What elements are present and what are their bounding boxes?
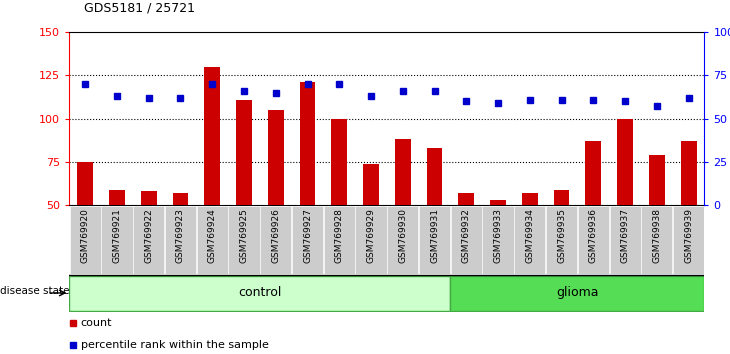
Text: GSM769939: GSM769939 [684,208,693,263]
FancyBboxPatch shape [101,206,133,274]
Text: GSM769928: GSM769928 [335,208,344,263]
Bar [426,148,442,292]
FancyBboxPatch shape [610,206,641,274]
Text: GSM769929: GSM769929 [366,208,375,263]
FancyBboxPatch shape [69,276,450,311]
Text: GSM769921: GSM769921 [112,208,121,263]
Bar [299,82,315,292]
Text: GSM769923: GSM769923 [176,208,185,263]
Text: glioma: glioma [556,286,599,299]
Text: disease state: disease state [0,286,69,296]
FancyBboxPatch shape [483,206,514,274]
Text: control: control [238,286,282,299]
Text: GSM769935: GSM769935 [557,208,566,263]
Text: GSM769934: GSM769934 [526,208,534,263]
Bar [268,110,284,292]
Text: GSM769930: GSM769930 [399,208,407,263]
FancyBboxPatch shape [323,206,355,274]
Bar [617,119,633,292]
Text: percentile rank within the sample: percentile rank within the sample [81,339,269,350]
FancyBboxPatch shape [546,206,577,274]
FancyBboxPatch shape [292,206,323,274]
Text: GSM769925: GSM769925 [239,208,248,263]
FancyBboxPatch shape [165,206,196,274]
Text: GSM769926: GSM769926 [272,208,280,263]
Text: GSM769936: GSM769936 [589,208,598,263]
FancyBboxPatch shape [450,276,704,311]
Bar [680,141,696,292]
Bar [490,200,506,292]
FancyBboxPatch shape [641,206,672,274]
Bar [458,193,474,292]
Text: GSM769932: GSM769932 [462,208,471,263]
Bar [172,193,188,292]
FancyBboxPatch shape [673,206,704,274]
Text: GDS5181 / 25721: GDS5181 / 25721 [84,1,195,14]
Bar [363,164,379,292]
Text: GSM769933: GSM769933 [493,208,502,263]
Text: GSM769937: GSM769937 [620,208,629,263]
Bar [522,193,538,292]
FancyBboxPatch shape [577,206,609,274]
FancyBboxPatch shape [387,206,418,274]
Bar [649,155,665,292]
Text: GSM769924: GSM769924 [208,208,217,263]
Text: GSM769931: GSM769931 [430,208,439,263]
FancyBboxPatch shape [419,206,450,274]
Text: GSM769920: GSM769920 [81,208,90,263]
FancyBboxPatch shape [228,206,260,274]
Bar [585,141,602,292]
FancyBboxPatch shape [356,206,387,274]
Bar [141,192,157,292]
FancyBboxPatch shape [260,206,291,274]
Bar [77,162,93,292]
FancyBboxPatch shape [196,206,228,274]
Bar [553,190,569,292]
FancyBboxPatch shape [133,206,164,274]
Bar [204,67,220,292]
Text: GSM769938: GSM769938 [653,208,661,263]
Bar [109,190,125,292]
FancyBboxPatch shape [69,206,101,274]
FancyBboxPatch shape [514,206,545,274]
FancyBboxPatch shape [450,206,482,274]
Text: count: count [81,318,112,329]
Bar [236,99,252,292]
Bar [331,119,347,292]
Text: GSM769922: GSM769922 [145,208,153,263]
Text: GSM769927: GSM769927 [303,208,312,263]
Bar [395,139,411,292]
